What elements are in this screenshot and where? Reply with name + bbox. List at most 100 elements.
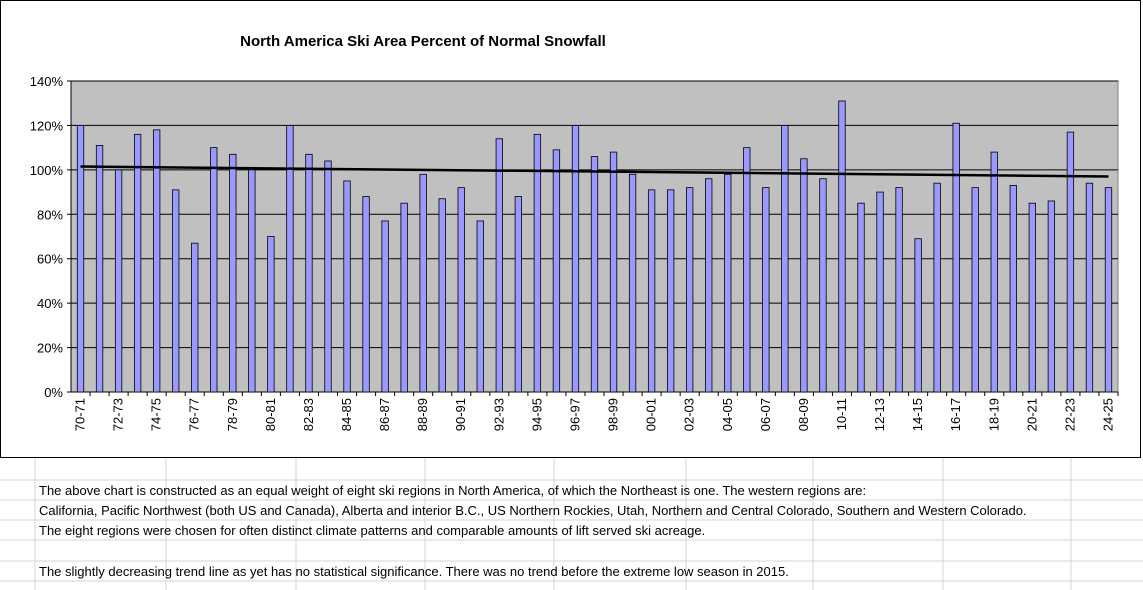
x-tick-label: 18-19: [986, 398, 1001, 431]
bar: [1028, 202, 1036, 393]
x-tick-label: 22-23: [1062, 398, 1077, 431]
chart-frame[interactable]: North America Ski Area Percent of Normal…: [0, 0, 1141, 458]
x-tick-label: 70-71: [73, 398, 88, 431]
chart-title: North America Ski Area Percent of Normal…: [240, 33, 606, 50]
bar: [876, 191, 884, 393]
x-tick-label: 90-91: [453, 398, 468, 431]
bar: [819, 178, 827, 393]
y-tick-label: 80%: [37, 207, 63, 222]
x-tick-label: 06-07: [758, 398, 773, 431]
x-tick-label: 92-93: [491, 398, 506, 431]
x-tick-label: 98-99: [606, 398, 621, 431]
chart: North America Ski Area Percent of Normal…: [30, 33, 1119, 431]
y-tick-label: 140%: [30, 74, 64, 89]
bar: [95, 145, 104, 393]
note-line-2: California, Pacific Northwest (both US a…: [39, 503, 1027, 518]
bar: [419, 173, 427, 393]
x-tick-label: 24-25: [1100, 398, 1115, 431]
x-tick-label: 72-73: [111, 398, 126, 431]
bar: [571, 125, 580, 393]
bar: [267, 236, 275, 393]
bar: [990, 151, 998, 393]
bar: [248, 169, 256, 393]
bar: [191, 242, 199, 393]
bar: [914, 238, 922, 393]
x-tick-label: 96-97: [567, 398, 582, 431]
x-tick-label: 76-77: [187, 398, 202, 431]
y-tick-label: 100%: [30, 163, 64, 178]
bar: [1047, 200, 1056, 393]
x-tick-label: 94-95: [529, 398, 544, 431]
bar: [933, 182, 941, 393]
bar: [514, 196, 523, 393]
bar: [305, 153, 313, 393]
bar: [895, 187, 903, 393]
x-tick-label: 08-09: [796, 398, 811, 431]
bar: [153, 129, 161, 393]
x-tick-label: 16-17: [948, 398, 963, 431]
bar: [343, 180, 351, 393]
bar: [724, 173, 732, 393]
bar: [743, 147, 751, 393]
bar: [533, 133, 542, 393]
bar: [1085, 182, 1094, 393]
bar: [1104, 187, 1113, 393]
bar: [666, 189, 675, 393]
y-tick-label: 40%: [37, 296, 63, 311]
bar: [476, 220, 484, 393]
x-tick-label: 78-79: [225, 398, 240, 431]
bar: [457, 187, 465, 393]
note-line-1: The above chart is constructed as an equ…: [39, 483, 867, 498]
y-tick-label: 60%: [37, 252, 63, 267]
bar: [381, 220, 389, 393]
bar: [971, 187, 979, 393]
bar: [628, 173, 637, 393]
bar: [952, 122, 960, 393]
x-tick-label: 14-15: [910, 398, 925, 431]
bar: [286, 125, 294, 393]
bar: [76, 125, 85, 393]
bar: [590, 156, 599, 393]
bar: [609, 151, 618, 393]
note-line-3: The eight regions were chosen for often …: [39, 523, 706, 538]
bar: [1066, 131, 1075, 393]
x-tick-label: 80-81: [263, 398, 278, 431]
bar: [400, 202, 408, 393]
x-tick-label: 00-01: [644, 398, 659, 431]
bar: [362, 196, 370, 393]
y-tick-label: 0%: [44, 385, 63, 400]
note-line-5: The slightly decreasing trend line as ye…: [39, 564, 789, 579]
x-tick-label: 12-13: [872, 398, 887, 431]
bar: [857, 202, 865, 393]
bar: [229, 153, 237, 393]
x-tick-label: 20-21: [1024, 398, 1039, 431]
bar: [133, 133, 142, 393]
x-tick-label: 74-75: [149, 398, 164, 431]
bar: [552, 149, 561, 393]
bar: [686, 187, 694, 393]
bar: [800, 158, 808, 393]
bar: [324, 160, 332, 393]
bar: [210, 147, 218, 393]
x-tick-label: 02-03: [682, 398, 697, 431]
bar: [781, 125, 789, 393]
x-tick-label: 82-83: [301, 398, 316, 431]
trend-line: [80, 165, 1109, 178]
y-tick-label: 120%: [30, 118, 64, 133]
x-tick-label: 10-11: [834, 398, 849, 430]
bar: [1009, 185, 1017, 393]
bar: [838, 100, 846, 393]
x-tick-label: 84-85: [339, 398, 354, 431]
bar: [172, 189, 180, 393]
x-tick-label: 86-87: [377, 398, 392, 431]
bar: [495, 138, 503, 393]
bar: [114, 169, 123, 393]
bar: [438, 198, 446, 393]
x-tick-label: 88-89: [415, 398, 430, 431]
bar: [762, 187, 770, 393]
x-tick-label: 04-05: [720, 398, 735, 431]
bar: [647, 189, 656, 393]
bar: [705, 178, 713, 393]
y-tick-label: 20%: [37, 341, 63, 356]
